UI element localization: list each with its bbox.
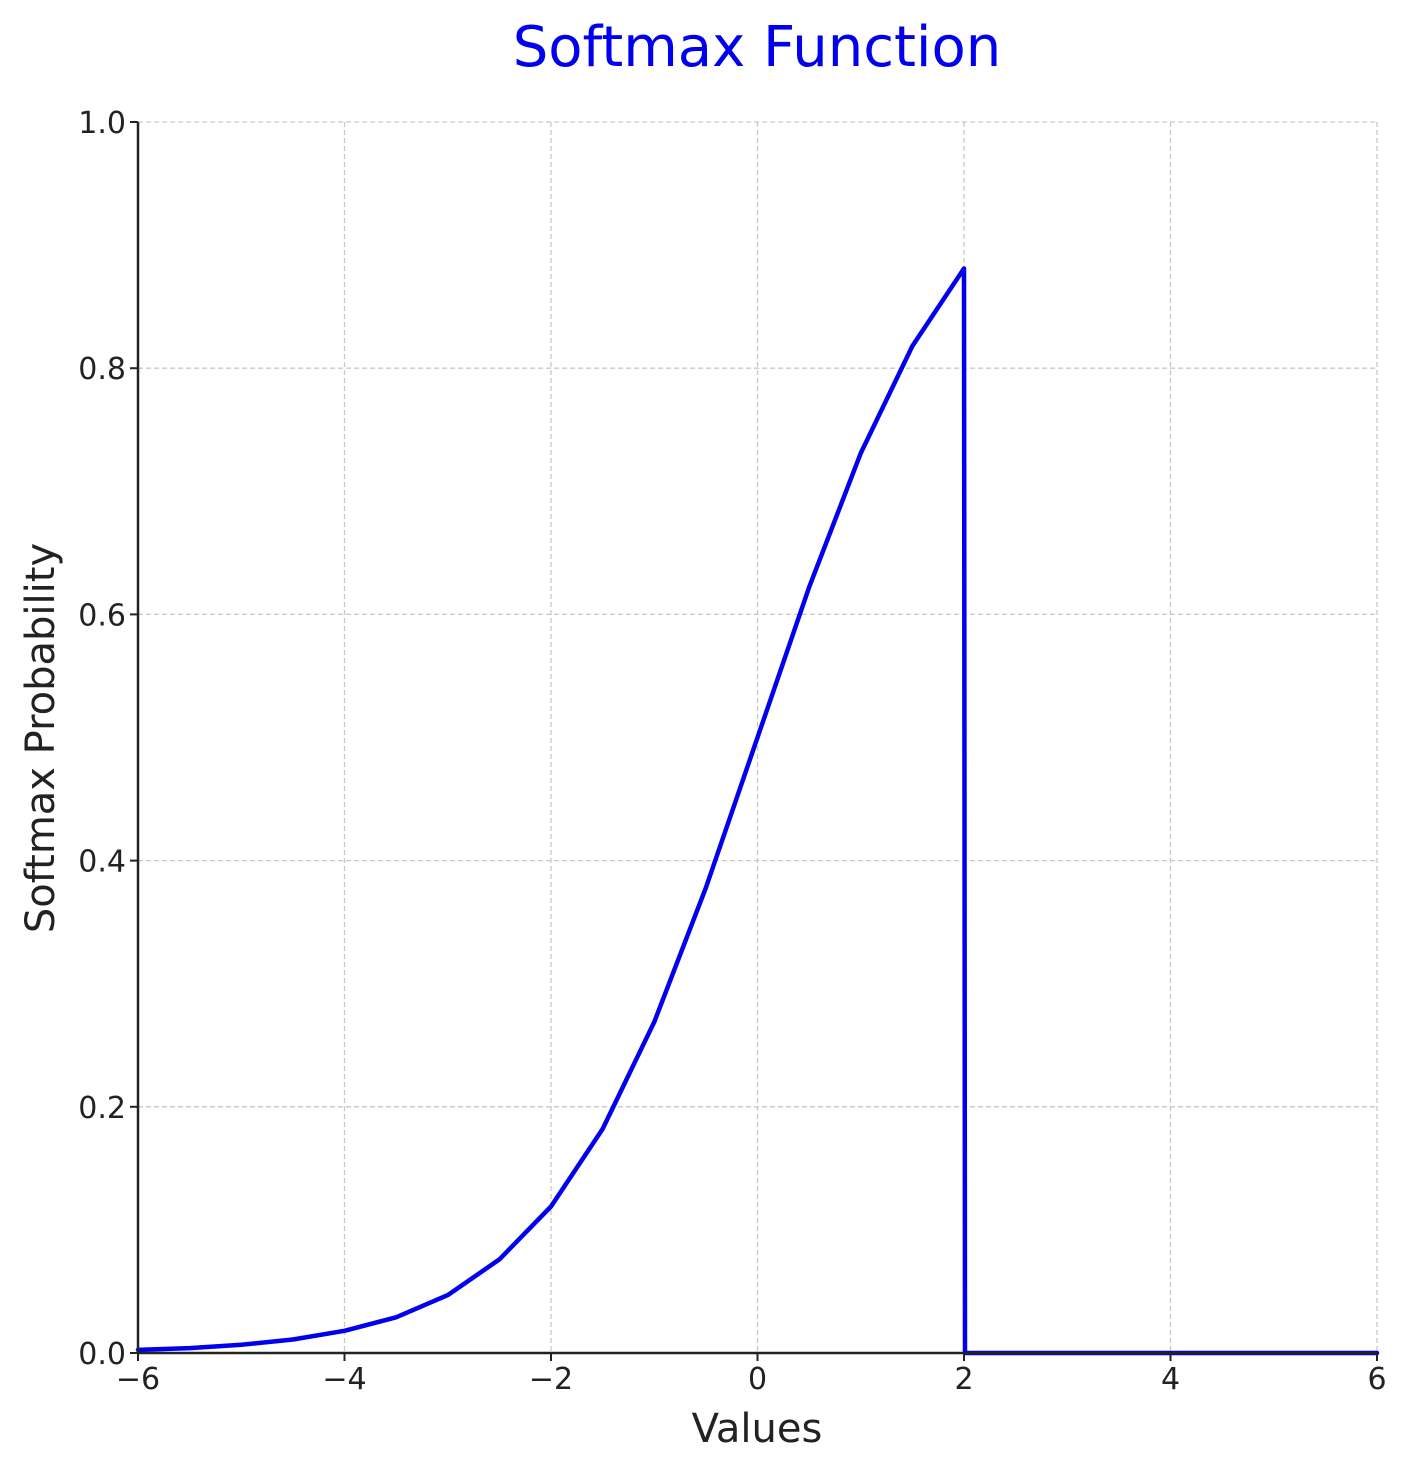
tick-labels: −6 −4 −2 0 2 4 6 0.0 0.2 0.4 0.6 0.8 1.0 xyxy=(78,106,1386,1397)
x-tick-label: −6 xyxy=(116,1362,160,1397)
axes xyxy=(130,121,1378,1361)
y-tick-label: 1.0 xyxy=(78,106,126,141)
x-axis-title: Values xyxy=(692,1406,823,1452)
y-tick-label: 0.4 xyxy=(78,845,126,880)
y-axis-title: Softmax Probability xyxy=(18,543,64,933)
x-tick-label: 0 xyxy=(748,1362,767,1397)
chart-title: Softmax Function xyxy=(513,15,1002,80)
y-tick-label: 0.0 xyxy=(78,1337,126,1372)
x-tick-label: 4 xyxy=(1161,1362,1180,1397)
x-tick-label: −2 xyxy=(529,1362,573,1397)
x-tick-label: 2 xyxy=(954,1362,973,1397)
y-tick-label: 0.8 xyxy=(78,352,126,387)
x-tick-label: −4 xyxy=(322,1362,366,1397)
y-tick-label: 0.2 xyxy=(78,1091,126,1126)
x-tick-label: 6 xyxy=(1367,1362,1386,1397)
y-tick-label: 0.6 xyxy=(78,598,126,633)
